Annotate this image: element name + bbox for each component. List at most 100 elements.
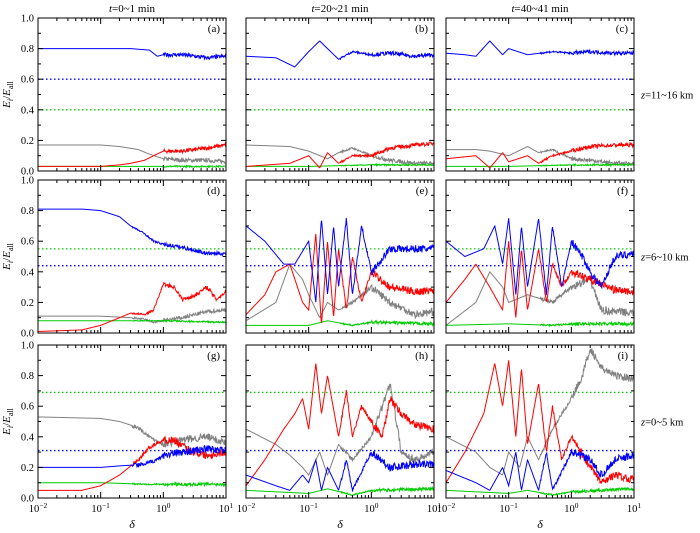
series-line-blue: [446, 40, 634, 57]
y-label-part: all: [6, 407, 15, 416]
row-title-var: z: [640, 91, 645, 102]
y-label-part: E: [1, 416, 13, 424]
series-line-green: [446, 486, 634, 497]
panel-label: (f): [617, 185, 628, 197]
x-axis-label: δ: [129, 517, 135, 531]
y-tick-label: 0.4: [21, 432, 35, 443]
panel-frame: [37, 179, 227, 334]
panel-label: (b): [415, 23, 428, 35]
y-tick-label: 0.4: [21, 267, 35, 278]
x-tick-label: 10−2: [437, 501, 456, 515]
panel-f: (f): [445, 179, 635, 334]
y-label-part: i: [6, 99, 15, 101]
series-line-green: [38, 319, 226, 324]
y-tick-label: 1.0: [21, 14, 34, 25]
x-axis-label: δ: [537, 517, 543, 531]
y-axis-label: Ei/Eall: [1, 80, 15, 109]
y-label-part: /: [1, 95, 13, 99]
panel-label: (d): [207, 185, 220, 197]
series-line-gray: [446, 271, 634, 326]
x-tick-exponent: 1: [437, 501, 441, 510]
x-tick-base: 10: [156, 504, 167, 515]
series-line-blue: [446, 448, 634, 492]
series-line-gray: [38, 144, 226, 165]
row-title-var: z: [640, 253, 645, 264]
y-label-part: /: [1, 257, 13, 261]
panels-group: 0.00.20.40.60.81.0(a) (b) (c)0.00.20.40.60…: [21, 14, 642, 516]
x-tick-base: 10: [499, 504, 510, 515]
y-tick-label: 0.0: [21, 167, 34, 178]
x-tick-label: 101: [219, 501, 234, 515]
x-tick-exponent: −1: [510, 501, 518, 510]
x-tick-label: 10−1: [299, 501, 318, 515]
y-label-part: /: [1, 422, 13, 426]
x-tick-base: 10: [627, 504, 638, 515]
series-line-green: [446, 320, 634, 328]
series-line-gray: [446, 348, 634, 476]
x-axis-label: δ: [337, 517, 343, 531]
panel-frame: [37, 344, 227, 499]
y-tick-label: 0.0: [21, 494, 34, 505]
x-tick-label: 100: [364, 501, 379, 515]
y-label-part: E: [1, 101, 13, 109]
y-tick-label: 0.6: [21, 402, 34, 413]
panel-e: (e): [245, 179, 435, 334]
x-tick-exponent: −1: [310, 501, 318, 510]
y-tick-label: 1.0: [21, 176, 34, 187]
series-line-red: [246, 141, 434, 169]
y-tick-label: 0.2: [21, 136, 34, 147]
series-line-blue: [246, 451, 434, 492]
row-title-range: =6~10 km: [645, 253, 688, 264]
y-tick-label: 0.8: [21, 371, 34, 382]
x-tick-exponent: −2: [39, 501, 47, 510]
row-title-range: =11~16 km: [645, 91, 693, 102]
x-tick-base: 10: [299, 504, 310, 515]
y-axis-label: Ei/Eall: [1, 242, 15, 271]
x-tick-label: 10−2: [29, 501, 48, 515]
y-tick-label: 0.2: [21, 298, 34, 309]
series-line-gray: [246, 263, 434, 322]
column-title-range: =40~41 min: [515, 3, 570, 15]
panel-frame: [445, 344, 635, 499]
column-title-range: =0~1 min: [112, 3, 156, 15]
y-tick-label: 0.8: [21, 44, 34, 55]
panel-frame: [445, 17, 635, 172]
series-line-blue: [38, 444, 226, 469]
panel-label: (h): [415, 350, 428, 362]
y-axis-label: Ei/Eall: [1, 407, 15, 436]
series-line-gray: [246, 144, 434, 167]
column-title-var: t: [511, 3, 515, 15]
x-tick-base: 10: [364, 504, 375, 515]
x-tick-exponent: 0: [167, 501, 171, 510]
series-line-red: [246, 363, 434, 487]
series-line-green: [246, 319, 434, 327]
x-tick-exponent: −2: [247, 501, 255, 510]
series-line-red: [246, 233, 434, 323]
y-tick-label: 0.2: [21, 463, 34, 474]
x-tick-base: 10: [29, 504, 40, 515]
series-line-gray: [246, 383, 434, 477]
column-title: t=0~1 min: [109, 3, 156, 15]
y-label-part: E: [1, 89, 13, 97]
series-line-gray: [446, 146, 634, 167]
panel-label: (g): [207, 350, 220, 362]
x-tick-label: 100: [564, 501, 579, 515]
row-title-var: z: [640, 418, 645, 429]
y-label-part: E: [1, 263, 13, 271]
panel-c: (c): [445, 17, 635, 172]
y-tick-label: 0.6: [21, 237, 34, 248]
series-line-red: [446, 141, 634, 169]
series-line-blue: [246, 40, 434, 68]
column-title-var: t: [109, 3, 113, 15]
x-tick-label: 100: [156, 501, 171, 515]
column-title: t=20~21 min: [311, 3, 369, 15]
x-tick-base: 10: [427, 504, 438, 515]
y-tick-label: 0.0: [21, 329, 34, 340]
column-title: t=40~41 min: [511, 3, 569, 15]
y-tick-label: 0.8: [21, 206, 34, 217]
series-line-red: [38, 281, 226, 332]
y-tick-label: 1.0: [21, 341, 34, 352]
x-tick-exponent: −2: [447, 501, 455, 510]
row-title: z=6~10 km: [640, 253, 689, 264]
